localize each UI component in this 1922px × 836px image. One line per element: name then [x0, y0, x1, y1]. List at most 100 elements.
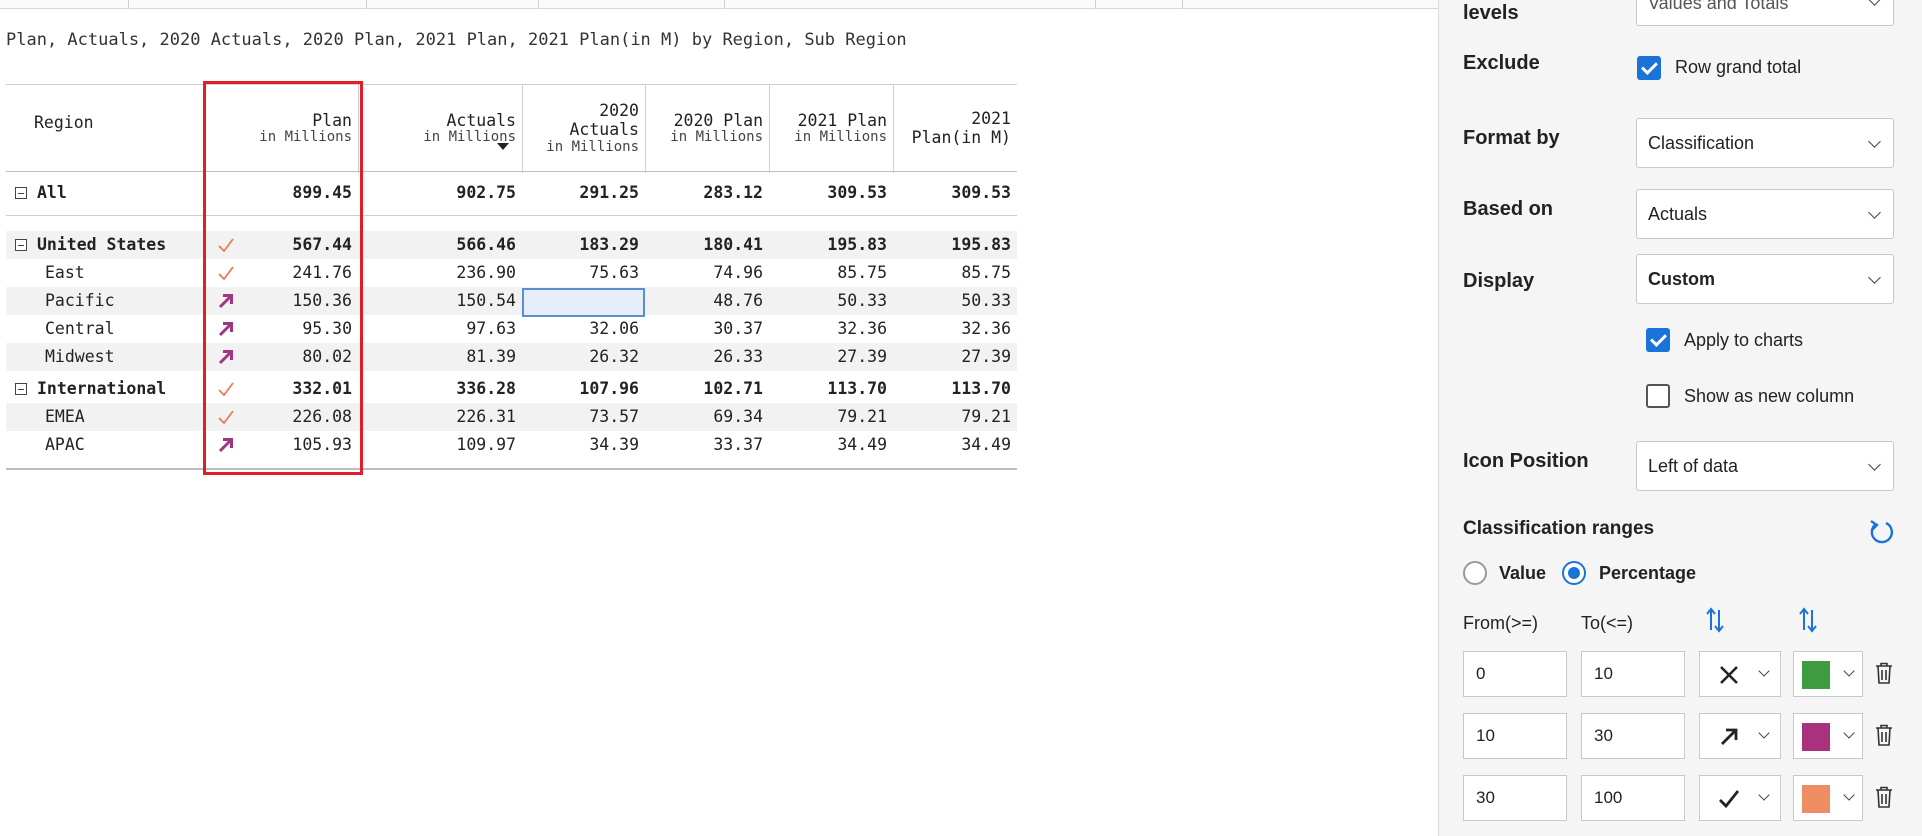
- table-cell[interactable]: 283.12: [703, 183, 763, 202]
- format-by-dropdown[interactable]: Classification: [1636, 118, 1894, 168]
- column-header-actuals[interactable]: Actuals in Millions: [358, 85, 522, 173]
- table-cell[interactable]: 236.90: [456, 263, 516, 282]
- table-cell[interactable]: 34.49: [837, 435, 887, 454]
- levels-dropdown[interactable]: Values and Totals: [1636, 0, 1894, 26]
- table-cell[interactable]: 902.75: [456, 183, 516, 202]
- trash-icon[interactable]: [1875, 786, 1893, 808]
- table-cell[interactable]: 95.30: [302, 319, 352, 338]
- column-header-2020-plan[interactable]: 2020 Plan in Millions: [645, 85, 769, 173]
- chevron-down-icon: [1843, 665, 1855, 677]
- sort-descending-icon[interactable]: [497, 143, 509, 150]
- value-radio[interactable]: [1463, 561, 1487, 585]
- table-cell[interactable]: 32.36: [961, 319, 1011, 338]
- table-cell[interactable]: 26.32: [589, 347, 639, 366]
- format-by-label: Format by: [1463, 127, 1560, 149]
- table-cell[interactable]: 107.96: [579, 379, 639, 398]
- collapse-icon[interactable]: [15, 383, 27, 395]
- column-header-plan[interactable]: Plan in Millions: [214, 85, 358, 173]
- table-cell[interactable]: 34.49: [961, 435, 1011, 454]
- table-cell[interactable]: 195.83: [951, 235, 1011, 254]
- table-cell[interactable]: 79.21: [961, 407, 1011, 426]
- table-cell[interactable]: 150.54: [456, 291, 516, 310]
- table-cell[interactable]: 97.63: [466, 319, 516, 338]
- range-color-select[interactable]: [1793, 651, 1863, 697]
- range-color-select[interactable]: [1793, 775, 1863, 821]
- collapse-icon[interactable]: [15, 239, 27, 251]
- based-on-dropdown[interactable]: Actuals: [1636, 189, 1894, 239]
- table-cell[interactable]: 336.28: [456, 379, 516, 398]
- table-cell[interactable]: 332.01: [292, 379, 352, 398]
- table-cell[interactable]: 113.70: [951, 379, 1011, 398]
- table-cell[interactable]: 26.33: [713, 347, 763, 366]
- table-cell[interactable]: 309.53: [951, 183, 1011, 202]
- table-cell[interactable]: 75.63: [589, 263, 639, 282]
- table-cell[interactable]: 566.46: [456, 235, 516, 254]
- column-header-2021-plan[interactable]: 2021 Plan in Millions: [769, 85, 893, 173]
- collapse-icon[interactable]: [15, 187, 27, 199]
- range-color-select[interactable]: [1793, 713, 1863, 759]
- table-cell[interactable]: 27.39: [837, 347, 887, 366]
- table-cell[interactable]: 74.96: [713, 263, 763, 282]
- table-cell[interactable]: 80.02: [302, 347, 352, 366]
- trash-icon[interactable]: [1875, 724, 1893, 746]
- range-from-input[interactable]: 0: [1463, 651, 1567, 697]
- display-dropdown[interactable]: Custom: [1636, 254, 1894, 304]
- table-cell[interactable]: 32.36: [837, 319, 887, 338]
- range-from-input[interactable]: 10: [1463, 713, 1567, 759]
- table-cell[interactable]: 183.29: [579, 235, 639, 254]
- range-to-input[interactable]: 10: [1581, 651, 1685, 697]
- table-cell[interactable]: 33.37: [713, 435, 763, 454]
- top-toolbar-strip: [0, 0, 1438, 9]
- table-cell[interactable]: 109.97: [456, 435, 516, 454]
- trash-icon[interactable]: [1875, 662, 1893, 684]
- icon-position-label: Icon Position: [1463, 450, 1589, 472]
- range-icon-select[interactable]: [1699, 775, 1781, 821]
- table-cell[interactable]: 105.93: [292, 435, 352, 454]
- table-cell[interactable]: 34.39: [589, 435, 639, 454]
- table-cell[interactable]: 85.75: [961, 263, 1011, 282]
- selected-cell[interactable]: [522, 288, 645, 317]
- table-cell[interactable]: 50.33: [837, 291, 887, 310]
- table-cell[interactable]: 150.36: [292, 291, 352, 310]
- range-icon-select[interactable]: [1699, 713, 1781, 759]
- table-cell[interactable]: 241.76: [292, 263, 352, 282]
- range-to-input[interactable]: 30: [1581, 713, 1685, 759]
- table-cell[interactable]: 30.37: [713, 319, 763, 338]
- table-cell[interactable]: 899.45: [292, 183, 352, 202]
- table-cell[interactable]: 81.39: [466, 347, 516, 366]
- apply-to-charts-checkbox[interactable]: [1646, 328, 1670, 352]
- from-column-header: From(>=): [1463, 613, 1539, 633]
- region-header[interactable]: Region: [34, 113, 94, 132]
- table-cell[interactable]: 226.08: [292, 407, 352, 426]
- table-cell[interactable]: 69.34: [713, 407, 763, 426]
- percentage-radio[interactable]: [1562, 561, 1586, 585]
- table-cell[interactable]: 102.71: [703, 379, 763, 398]
- range-from-input[interactable]: 30: [1463, 775, 1567, 821]
- table-cell[interactable]: 79.21: [837, 407, 887, 426]
- table-cell[interactable]: 195.83: [827, 235, 887, 254]
- reset-icon[interactable]: [1867, 518, 1895, 546]
- table-cell[interactable]: 291.25: [579, 183, 639, 202]
- table-cell[interactable]: 567.44: [292, 235, 352, 254]
- column-header-2021-plan-in-m[interactable]: 2021 Plan(in M): [893, 85, 1017, 173]
- sort-icon[interactable]: [1705, 606, 1725, 634]
- icon-position-dropdown[interactable]: Left of data: [1636, 441, 1894, 491]
- color-swatch: [1802, 785, 1830, 813]
- table-cell[interactable]: 226.31: [456, 407, 516, 426]
- table-cell[interactable]: 309.53: [827, 183, 887, 202]
- row-grand-total-checkbox[interactable]: [1637, 56, 1661, 80]
- table-row: All 899.45 902.75 291.25 283.12 309.53 309.53: [6, 179, 1017, 207]
- table-cell[interactable]: 27.39: [961, 347, 1011, 366]
- table-cell[interactable]: 113.70: [827, 379, 887, 398]
- table-cell[interactable]: 85.75: [837, 263, 887, 282]
- range-to-input[interactable]: 100: [1581, 775, 1685, 821]
- show-as-new-column-checkbox[interactable]: [1646, 384, 1670, 408]
- table-cell[interactable]: 32.06: [589, 319, 639, 338]
- table-cell[interactable]: 73.57: [589, 407, 639, 426]
- table-cell[interactable]: 48.76: [713, 291, 763, 310]
- sort-icon[interactable]: [1798, 606, 1818, 634]
- table-cell[interactable]: 180.41: [703, 235, 763, 254]
- table-cell[interactable]: 50.33: [961, 291, 1011, 310]
- column-header-2020-actuals[interactable]: 2020 Actuals in Millions: [522, 85, 645, 173]
- range-icon-select[interactable]: [1699, 651, 1781, 697]
